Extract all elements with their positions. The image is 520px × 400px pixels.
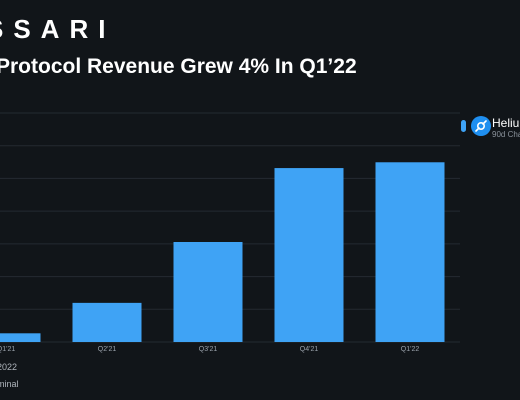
x-tick-label: Q2'21 [98, 346, 117, 353]
bar-q122 [375, 162, 445, 342]
legend-swatch [461, 120, 466, 132]
bars [0, 162, 445, 342]
bar-q421 [274, 168, 344, 342]
bar-q121 [0, 333, 41, 342]
footer-note: minal [0, 379, 19, 389]
footer-date: 2022 [0, 362, 18, 372]
x-tick-labels: Q1'21 Q2'21 Q3'21 Q4'21 Q1'22 [0, 346, 419, 353]
x-tick-label: Q1'22 [401, 346, 420, 353]
legend-series-name: Heliu [492, 116, 520, 130]
x-tick-label: Q1'21 [0, 346, 15, 353]
x-tick-label: Q3'21 [199, 346, 218, 353]
chart-title: Protocol Revenue Grew 4% In Q1’22 [0, 55, 357, 78]
helium-logo-icon [471, 116, 491, 136]
bar-q221 [72, 302, 142, 342]
brand-wordmark: SSARI [0, 14, 116, 44]
legend-series-sub: 90d Cha [492, 130, 520, 139]
x-tick-label: Q4'21 [300, 346, 319, 353]
bar-q321 [173, 241, 243, 342]
legend: Heliu 90d Cha [458, 114, 520, 140]
